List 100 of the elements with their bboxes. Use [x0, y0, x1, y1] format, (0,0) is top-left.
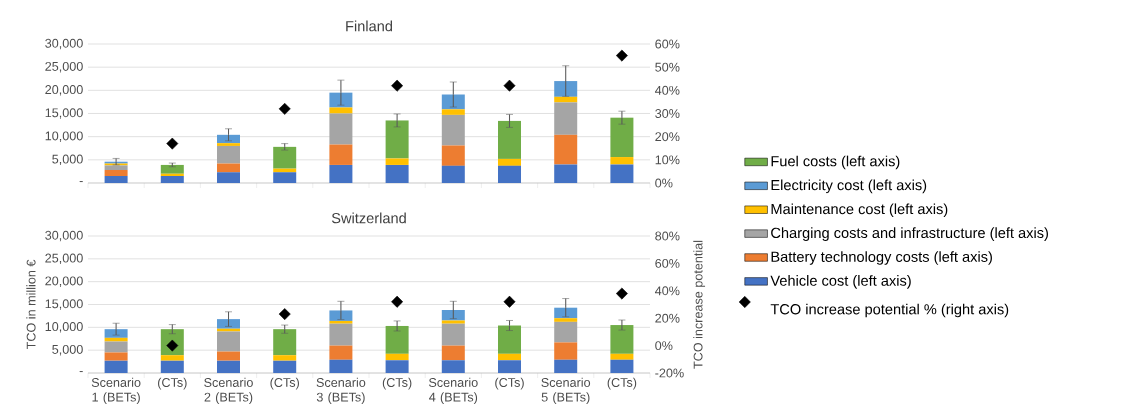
bar: [329, 320, 353, 324]
bar: [104, 170, 128, 177]
y2-tick-label: 10%: [655, 155, 680, 165]
bar: [441, 145, 465, 166]
x-tick-label: (CTs): [607, 377, 637, 390]
bar: [217, 360, 240, 373]
bar: [498, 165, 522, 183]
y-axis-title: TCO in million €: [26, 259, 36, 350]
legend-label: Maintenance cost (left axis): [771, 203, 948, 218]
y2-tick-label: 30%: [655, 109, 680, 118]
x-tick-label: Scenario 5 (BETs): [541, 377, 591, 405]
bar: [273, 360, 297, 373]
point: [278, 102, 291, 115]
x-tick-label: Scenario 2 (BETs): [204, 377, 253, 405]
bar: [554, 102, 578, 135]
bar: [217, 143, 240, 146]
bar: [610, 164, 634, 183]
x-tick-label: (CTs): [270, 377, 299, 390]
y-tick-label: -: [79, 371, 83, 373]
bar: [610, 117, 634, 158]
point: [503, 295, 516, 308]
y2-tick-label: 0%: [655, 178, 673, 188]
bar: [217, 319, 240, 329]
point: [615, 49, 628, 62]
y2-tick-label: 40%: [654, 85, 680, 95]
bar: [498, 120, 522, 159]
bar: [329, 107, 353, 114]
y2-tick-label: 80%: [655, 231, 680, 241]
y-tick-label: 20,000: [45, 85, 83, 96]
bar: [441, 323, 465, 346]
y-tick-label: 10,000: [45, 131, 83, 142]
y-tick-label: 30,000: [45, 230, 83, 242]
bar: [104, 165, 128, 171]
y-tick-label: 25,000: [45, 253, 83, 265]
bar: [554, 307, 578, 319]
y-tick-label: 30,000: [45, 38, 83, 50]
point: [391, 79, 404, 92]
x-tick-label: Scenario 3 (BETs): [316, 377, 366, 405]
bar: [104, 176, 128, 183]
bar: [441, 309, 465, 321]
bar: [104, 352, 128, 361]
bar: [329, 323, 353, 346]
bar: [273, 329, 297, 356]
y2-tick-label: 50%: [655, 62, 680, 72]
y-tick-label: 25,000: [45, 61, 83, 73]
y2-tick-label: -20%: [655, 368, 684, 378]
y2-tick-label: 20%: [655, 313, 680, 323]
bar: [329, 345, 353, 360]
y-tick-label: 15,000: [45, 299, 83, 310]
chart-title: Finland: [346, 20, 393, 32]
bar: [385, 158, 409, 165]
bar: [385, 164, 409, 183]
bar: [610, 353, 634, 360]
bar: [554, 134, 578, 165]
x-tick-label: (CTs): [495, 377, 524, 390]
bar: [441, 114, 465, 146]
y-tick-label: 15,000: [45, 108, 83, 119]
y2-tick-label: 60%: [655, 39, 680, 49]
bar: [160, 164, 184, 174]
bar: [498, 325, 522, 354]
legend-label: Charging costs and infrastructure (left axis): [771, 227, 1048, 241]
point: [391, 295, 404, 308]
bar: [217, 351, 240, 361]
bar: [554, 342, 578, 360]
x-tick-label: (CTs): [158, 377, 187, 390]
y2-tick-label: 20%: [655, 132, 680, 142]
y-tick-label: 10,000: [45, 322, 83, 333]
bar: [554, 164, 578, 183]
bar: [610, 359, 634, 373]
bar: [273, 355, 297, 361]
legend-label: Vehicle cost (left axis): [770, 275, 911, 289]
bar: [498, 353, 522, 361]
bar: [498, 158, 522, 166]
y2-axis-title: TCO increase potential: [693, 240, 706, 369]
bar: [554, 359, 578, 373]
point: [615, 287, 628, 300]
chart-title: Switzerland: [331, 212, 406, 224]
bar: [441, 345, 465, 361]
bar: [273, 146, 297, 169]
bar: [329, 164, 353, 183]
bar: [160, 355, 184, 361]
bar: [554, 96, 578, 103]
bar: [441, 109, 465, 115]
bar: [217, 134, 240, 144]
bar: [217, 163, 240, 173]
bar: [441, 360, 465, 373]
x-tick-label: (CTs): [382, 377, 412, 390]
y2-tick-label: 40%: [654, 286, 680, 296]
legend-label: Battery technology costs (left axis): [771, 251, 992, 265]
bar: [610, 157, 634, 165]
point: [166, 137, 179, 150]
point: [278, 308, 291, 321]
legend-label: Fuel costs (left axis): [771, 155, 900, 170]
legend-label: Electricity cost (left axis): [771, 179, 927, 194]
bar: [160, 360, 184, 373]
bar: [329, 113, 353, 145]
y-tick-label: -: [79, 181, 83, 183]
bar: [385, 325, 409, 354]
bar: [217, 145, 240, 164]
bar: [441, 165, 465, 183]
